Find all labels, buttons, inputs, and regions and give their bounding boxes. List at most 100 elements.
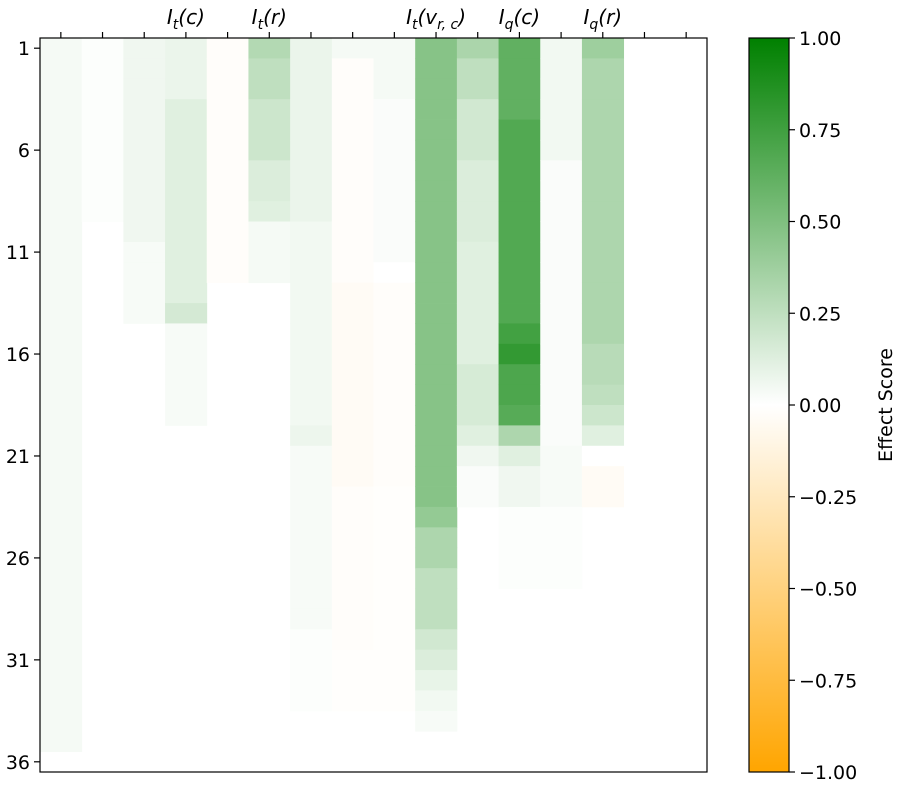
heatmap-cell: [165, 201, 208, 222]
heatmap-cell: [540, 180, 583, 202]
heatmap-cell: [498, 568, 541, 589]
heatmap-cell: [415, 547, 458, 569]
colorbar-tick-label: −1.00: [799, 762, 857, 784]
heatmap-cell: [415, 343, 458, 365]
heatmap-cell: [123, 303, 166, 324]
heatmap-cell: [415, 466, 458, 487]
heatmap-cell: [331, 343, 374, 365]
heatmap-cell: [165, 241, 208, 263]
heatmap-cell: [415, 262, 458, 284]
heatmap-cell: [581, 201, 625, 222]
heatmap-cell: [498, 527, 541, 549]
heatmap-cell: [373, 262, 416, 284]
y-tick-label: 31: [6, 650, 30, 672]
heatmap-cell: [206, 160, 249, 182]
colorbar-gradient: [748, 37, 790, 773]
heatmap-cell: [415, 78, 458, 100]
heatmap-cell: [581, 180, 625, 202]
x-tick-label: It(c): [167, 5, 205, 33]
heatmap-cell: [373, 629, 416, 651]
colorbar-ticks: 1.00 0.75 0.50 0.25 0.00 −0.25 −0.50 −0.75 −1.00: [789, 28, 857, 784]
heatmap-cell: [40, 405, 83, 426]
heatmap-cell: [123, 38, 166, 59]
heatmap-cell: [123, 119, 166, 141]
heatmap-cell: [40, 690, 83, 712]
heatmap-cell: [290, 405, 333, 426]
heatmap-cell: [40, 180, 83, 202]
heatmap-cell: [40, 731, 83, 753]
heatmap-cell: [498, 282, 541, 304]
heatmap-cell: [415, 527, 458, 549]
heatmap-cell: [581, 282, 625, 304]
heatmap-cell: [331, 425, 374, 447]
heatmap-cell: [373, 384, 416, 406]
heatmap-cell: [40, 445, 83, 467]
heatmap-cell: [456, 343, 499, 365]
heatmap-cell: [165, 139, 208, 161]
heatmap-cell: [373, 241, 416, 263]
heatmap-cell: [248, 262, 291, 284]
y-tick-label: 21: [6, 446, 30, 468]
heatmap-cell: [540, 160, 583, 182]
heatmap-cell: [123, 139, 166, 161]
heatmap-cell: [498, 466, 541, 487]
heatmap-cell: [165, 282, 208, 304]
heatmap-cell: [165, 262, 208, 284]
heatmap-cell: [498, 38, 541, 59]
heatmap-cell: [40, 221, 83, 243]
heatmap-cell: [581, 323, 625, 345]
heatmap-cell: [248, 160, 291, 182]
heatmap-cell: [248, 119, 291, 141]
heatmap-cell: [373, 466, 416, 487]
heatmap-cell: [415, 119, 458, 141]
heatmap-cell: [456, 38, 499, 59]
heatmap-cell: [331, 690, 374, 712]
heatmap-cell: [331, 99, 374, 120]
heatmap-cell: [373, 670, 416, 691]
x-tick-label: It(vr, c): [406, 5, 466, 33]
heatmap-cell: [248, 241, 291, 263]
heatmap-cell: [81, 38, 124, 59]
heatmap-cell: [40, 527, 83, 549]
heatmap-cell: [40, 58, 83, 80]
heatmap-cell: [331, 78, 374, 100]
heatmap-cell: [581, 160, 625, 182]
x-axis-top-ticks: It(c) It(r) It(vr, c) Iq(c) Iq(r): [60, 5, 687, 38]
heatmap-cell: [581, 58, 625, 80]
heatmap-cell: [415, 58, 458, 80]
heatmap-cell: [40, 588, 83, 610]
heatmap-cell: [40, 364, 83, 386]
heatmap-cell: [373, 323, 416, 345]
heatmap-cell: [40, 649, 83, 671]
heatmap-cell: [581, 303, 625, 324]
heatmap-cell: [40, 201, 83, 222]
heatmap-cell: [290, 384, 333, 406]
heatmap-cell: [540, 445, 583, 467]
heatmap-cell: [498, 78, 541, 100]
heatmap-cell: [165, 119, 208, 141]
heatmap-cell: [206, 139, 249, 161]
heatmap-cell: [498, 139, 541, 161]
heatmap-cell: [206, 99, 249, 120]
heatmap-cell: [40, 119, 83, 141]
heatmap-cell: [40, 547, 83, 569]
y-tick-label: 36: [6, 752, 30, 774]
heatmap-cell: [456, 180, 499, 202]
heatmap-cell: [331, 568, 374, 589]
heatmap-cell: [456, 486, 499, 508]
heatmap-cell: [331, 466, 374, 487]
heatmap-cell: [331, 139, 374, 161]
heatmap-cell: [290, 588, 333, 610]
heatmap-cell: [373, 99, 416, 120]
heatmap-cell: [373, 303, 416, 324]
heatmap-cell: [415, 405, 458, 426]
colorbar-tick-label: −0.50: [799, 579, 857, 601]
heatmap-cell: [540, 506, 583, 528]
heatmap-cell: [456, 445, 499, 467]
heatmap-cell: [498, 506, 541, 528]
heatmap-cell: [331, 547, 374, 569]
heatmap-cell: [498, 364, 541, 386]
heatmap-cell: [290, 160, 333, 182]
heatmap-cell: [415, 323, 458, 345]
